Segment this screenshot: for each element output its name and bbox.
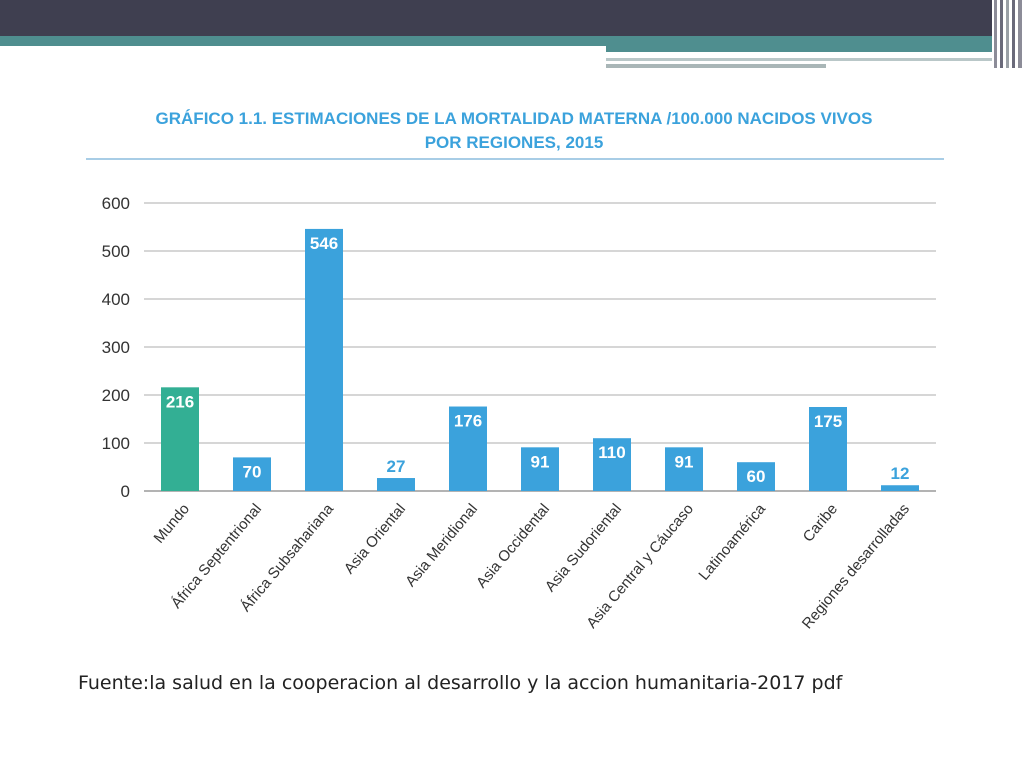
y-tick-label: 600 <box>102 194 130 213</box>
bar-0 <box>161 387 199 491</box>
bar-value-label: 110 <box>598 443 625 462</box>
x-category-label: Caribe <box>800 501 841 546</box>
bar-4 <box>449 406 487 491</box>
bar-5 <box>521 447 559 491</box>
corner-decoration <box>992 0 1024 68</box>
x-category-label: Asia Oriental <box>341 501 409 578</box>
bar-value-label: 60 <box>747 467 766 486</box>
y-tick-label: 200 <box>102 386 130 405</box>
bar-value-label: 12 <box>891 464 910 483</box>
bar-7 <box>665 447 703 491</box>
bar-3 <box>377 478 415 491</box>
x-category-label: Asia Sudoriental <box>542 501 625 596</box>
chart-title-line2: POR REGIONES, 2015 <box>425 133 604 152</box>
header-dark-band <box>0 0 1024 36</box>
bar-2 <box>305 228 343 492</box>
header-gray-line-short <box>606 64 826 68</box>
bar-value-label: 91 <box>531 452 550 471</box>
bar-1 <box>233 457 271 491</box>
chart-title-line1: GRÁFICO 1.1. ESTIMACIONES DE LA MORTALID… <box>156 109 873 128</box>
header-teal-band <box>0 36 1024 46</box>
bar-10 <box>881 485 919 491</box>
bar-value-label: 27 <box>387 457 406 476</box>
y-tick-label: 500 <box>102 242 130 261</box>
bar-value-label: 216 <box>166 392 194 411</box>
bar-6 <box>593 438 631 491</box>
x-category-label: Asia Meridional <box>402 501 481 590</box>
bar-value-label: 546 <box>310 234 338 253</box>
bar-value-label: 175 <box>814 412 842 431</box>
y-axis-ticks: 0 100 200 300 400 500 600 <box>102 194 130 501</box>
bar-value-label: 91 <box>675 452 694 471</box>
bar-value-label: 176 <box>454 412 482 431</box>
y-tick-label: 300 <box>102 338 130 357</box>
x-category-label: Latinoamérica <box>695 500 769 584</box>
chart-area: GRÁFICO 1.1. ESTIMACIONES DE LA MORTALID… <box>0 96 1024 656</box>
x-category-label: Asia Occidental <box>473 501 553 592</box>
header-gray-line <box>606 58 1001 61</box>
y-tick-label: 400 <box>102 290 130 309</box>
y-tick-label: 100 <box>102 434 130 453</box>
bar-value-label: 70 <box>243 462 262 481</box>
bar-9 <box>809 407 847 491</box>
bars: 216 70 546 27 176 91 110 91 60 175 12 <box>161 228 919 492</box>
y-tick-label: 0 <box>121 482 130 501</box>
header-teal-stripe <box>606 46 1024 52</box>
source-caption: Fuente:la salud en la cooperacion al des… <box>78 672 843 694</box>
x-category-label: Mundo <box>151 501 194 547</box>
bar-8 <box>737 462 775 491</box>
bar-chart: GRÁFICO 1.1. ESTIMACIONES DE LA MORTALID… <box>86 109 944 632</box>
